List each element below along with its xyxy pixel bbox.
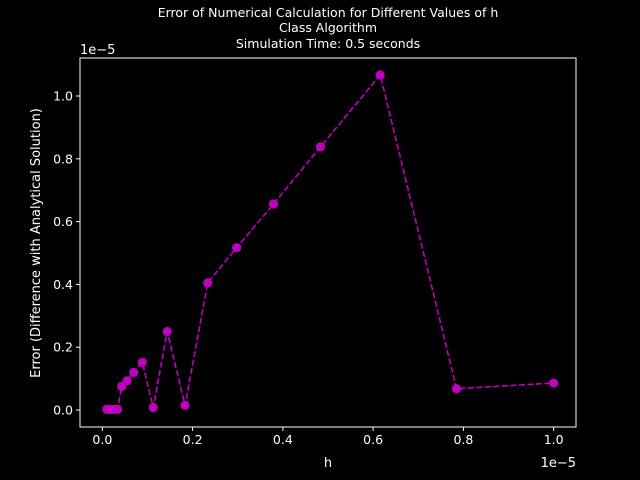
data-point (122, 376, 132, 386)
chart-title-line-3: Simulation Time: 0.5 seconds (236, 36, 420, 51)
chart-title-line-1: Error of Numerical Calculation for Diffe… (158, 5, 499, 20)
data-point (451, 384, 462, 394)
data-point (162, 326, 172, 337)
x-tick-label: 0.2 (183, 432, 203, 447)
y-tick-label: 0.0 (53, 403, 73, 418)
data-point (180, 400, 190, 410)
data-point (129, 367, 139, 377)
y-tick-label: 0.8 (53, 151, 73, 166)
data-point (549, 378, 559, 388)
x-axis-label: h (324, 456, 332, 471)
y-tick-label: 0.4 (53, 277, 73, 292)
x-tick-label: 1.0 (544, 432, 564, 447)
data-point (148, 402, 158, 413)
data-point (375, 70, 385, 80)
data-point (232, 243, 242, 253)
y-axis-offset-label: 1e−5 (80, 43, 115, 58)
y-axis-ticks: 0.0 0.2 0.4 0.6 0.8 1.0 (53, 88, 80, 418)
x-tick-label: 0.6 (363, 432, 383, 447)
plot-frame (79, 57, 577, 428)
data-point (315, 142, 326, 152)
data-point (137, 357, 147, 367)
data-point (268, 199, 279, 209)
chart-title-line-2: Class Algorithm (279, 20, 377, 35)
y-axis-label: Error (Difference with Analytical Soluti… (29, 108, 44, 378)
data-point (203, 278, 213, 288)
series-layer (102, 70, 559, 415)
x-tick-label: 0.0 (92, 432, 112, 447)
x-tick-label: 0.4 (273, 432, 293, 447)
data-point (112, 404, 123, 415)
chart-title: Error of Numerical Calculation for Diffe… (158, 5, 499, 51)
y-tick-label: 0.6 (53, 214, 73, 229)
x-axis-ticks: 0.0 0.2 0.4 0.6 0.8 1.0 (92, 427, 564, 447)
x-tick-label: 0.8 (453, 432, 473, 447)
x-axis-offset-label: 1e−5 (541, 456, 576, 471)
y-tick-label: 0.2 (53, 340, 73, 355)
y-tick-label: 1.0 (53, 88, 73, 103)
